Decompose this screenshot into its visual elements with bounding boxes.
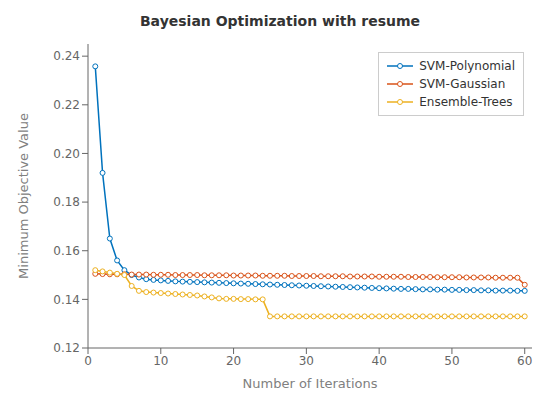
svg-text:0.14: 0.14 <box>53 293 80 307</box>
svg-text:0: 0 <box>84 354 92 368</box>
svg-text:20: 20 <box>226 354 241 368</box>
svg-text:Minimum Objective Value: Minimum Objective Value <box>16 113 31 279</box>
html-text:Ensemble-Trees: Ensemble-Trees <box>419 95 513 109</box>
html-text:Bayesian Optimization with res: Bayesian Optimization with resume <box>139 13 421 29</box>
svg-text:0.20: 0.20 <box>53 147 80 161</box>
svg-text:50: 50 <box>444 354 459 368</box>
svg-text:0.22: 0.22 <box>53 98 80 112</box>
svg-text:0.12: 0.12 <box>53 341 80 355</box>
svg-text:0.24: 0.24 <box>53 49 80 63</box>
svg-text:10: 10 <box>153 354 168 368</box>
svg-text:30: 30 <box>299 354 314 368</box>
svg-text:40: 40 <box>372 354 387 368</box>
html-text:SVM-Gaussian: SVM-Gaussian <box>419 77 506 91</box>
svg-text:Number of Iterations: Number of Iterations <box>243 376 378 391</box>
html-text:SVM-Polynomial: SVM-Polynomial <box>419 59 515 73</box>
svg-text:60: 60 <box>517 354 532 368</box>
svg-text:0.16: 0.16 <box>53 244 80 258</box>
svg-text:0.18: 0.18 <box>53 195 80 209</box>
